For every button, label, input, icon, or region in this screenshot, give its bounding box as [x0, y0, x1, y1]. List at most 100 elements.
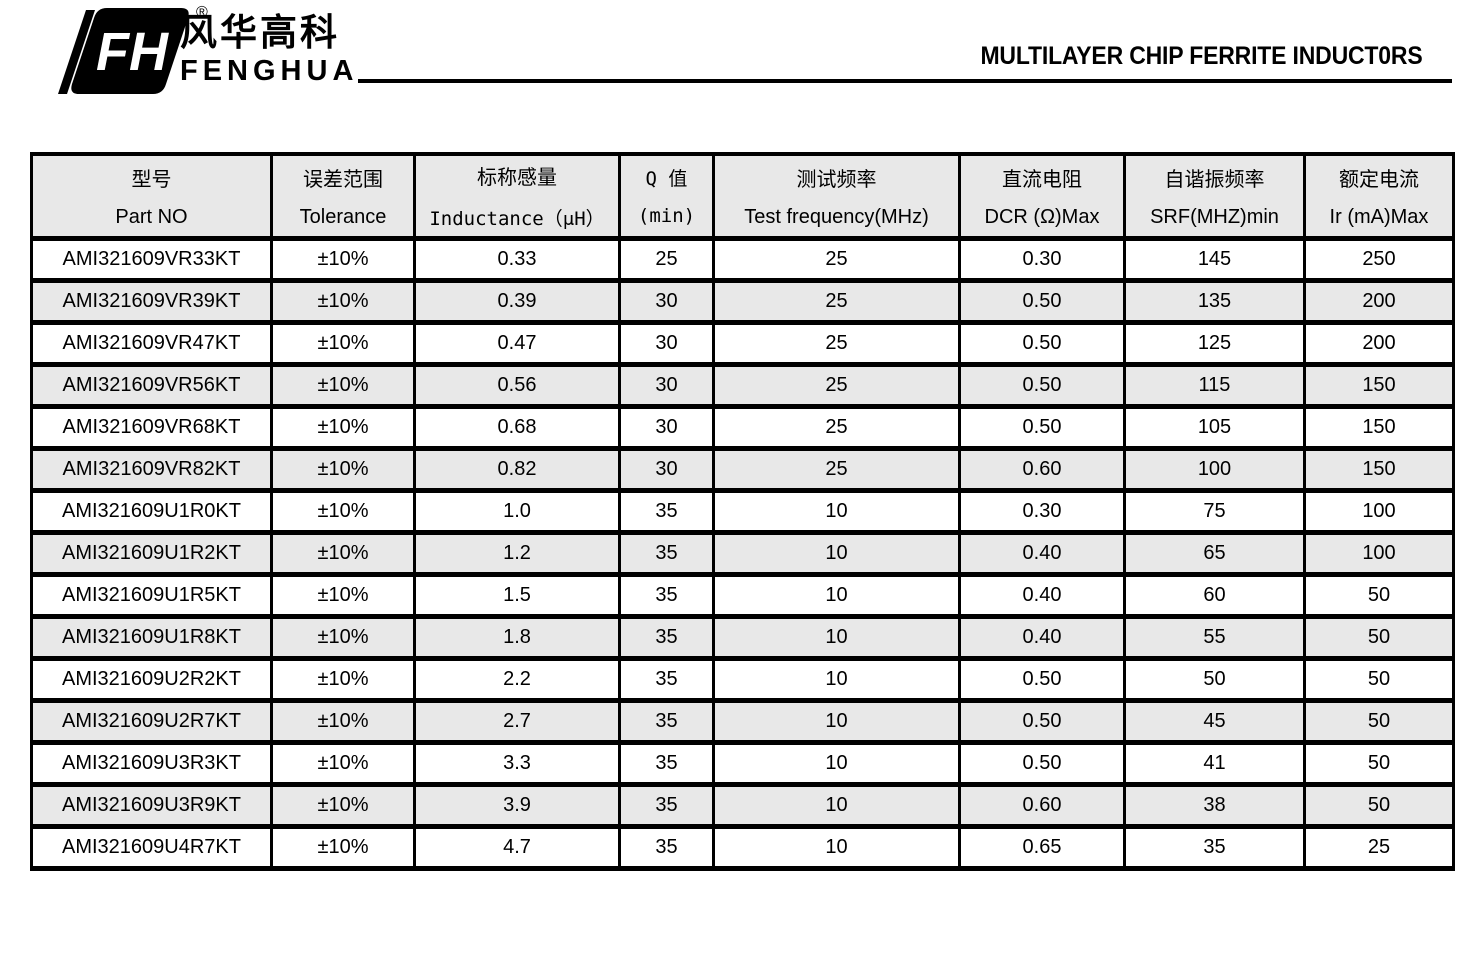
- cell-inductance: 1.5: [413, 571, 621, 619]
- cell-inductance: 0.39: [413, 277, 621, 325]
- cell-test_frequency: 25: [712, 361, 961, 409]
- col-header-q_value: Q 值 (min): [618, 152, 715, 241]
- cell-rated_current: 50: [1303, 613, 1455, 661]
- col-header-label-en: Test frequency(MHz): [744, 205, 929, 228]
- cell-srf: 100: [1123, 445, 1306, 493]
- cell-dcr: 0.50: [958, 697, 1126, 745]
- col-header-part_no: 型号 Part NO: [30, 152, 273, 241]
- cell-tolerance: ±10%: [270, 571, 416, 619]
- cell-q_value: 30: [618, 445, 715, 493]
- cell-inductance: 2.7: [413, 697, 621, 745]
- cell-q_value: 35: [618, 697, 715, 745]
- col-header-rated_current: 额定电流 Ir (mA)Max: [1303, 152, 1455, 241]
- cell-part_no: AMI321609U3R3KT: [30, 739, 273, 787]
- table-row: AMI321609U2R7KT ±10% 2.7 35 10 0.50 45 50: [30, 697, 1455, 745]
- col-header-label-en: Inductance（μH）: [429, 207, 605, 230]
- cell-rated_current: 100: [1303, 529, 1455, 577]
- cell-srf: 105: [1123, 403, 1306, 451]
- cell-part_no: AMI321609VR68KT: [30, 403, 273, 451]
- cell-inductance: 2.2: [413, 655, 621, 703]
- table-row: AMI321609U2R2KT ±10% 2.2 35 10 0.50 50 50: [30, 655, 1455, 703]
- cell-q_value: 35: [618, 781, 715, 829]
- col-header-inductance: 标称感量 Inductance（μH）: [413, 152, 621, 241]
- cell-srf: 145: [1123, 235, 1306, 283]
- inductor-spec-table: 型号 Part NO 误差范围 Tolerance 标称感量 Inductance（μH）…: [30, 152, 1455, 871]
- fenghua-logo-icon: FH: [58, 8, 189, 94]
- cell-dcr: 0.30: [958, 235, 1126, 283]
- cell-part_no: AMI321609U1R0KT: [30, 487, 273, 535]
- cell-tolerance: ±10%: [270, 319, 416, 367]
- cell-tolerance: ±10%: [270, 235, 416, 283]
- cell-tolerance: ±10%: [270, 445, 416, 493]
- cell-tolerance: ±10%: [270, 781, 416, 829]
- table-row: AMI321609U1R5KT ±10% 1.5 35 10 0.40 60 50: [30, 571, 1455, 619]
- cell-rated_current: 50: [1303, 571, 1455, 619]
- cell-part_no: AMI321609VR56KT: [30, 361, 273, 409]
- cell-rated_current: 150: [1303, 403, 1455, 451]
- col-header-label-en: (min): [637, 205, 696, 228]
- col-header-label-cn: 测试频率: [796, 168, 877, 191]
- cell-test_frequency: 25: [712, 403, 961, 451]
- cell-dcr: 0.40: [958, 571, 1126, 619]
- col-header-label-cn: 型号: [131, 168, 172, 191]
- cell-part_no: AMI321609U1R8KT: [30, 613, 273, 661]
- cell-srf: 50: [1123, 655, 1306, 703]
- cell-tolerance: ±10%: [270, 739, 416, 787]
- cell-part_no: AMI321609VR82KT: [30, 445, 273, 493]
- col-header-srf: 自谐振频率 SRF(MHZ)min: [1123, 152, 1306, 241]
- cell-test_frequency: 25: [712, 445, 961, 493]
- cell-q_value: 35: [618, 823, 715, 871]
- cell-srf: 115: [1123, 361, 1306, 409]
- col-header-label-en: DCR (Ω)Max: [984, 205, 1100, 228]
- cell-tolerance: ±10%: [270, 655, 416, 703]
- cell-tolerance: ±10%: [270, 697, 416, 745]
- cell-q_value: 30: [618, 319, 715, 367]
- cell-tolerance: ±10%: [270, 613, 416, 661]
- cell-inductance: 0.47: [413, 319, 621, 367]
- cell-dcr: 0.60: [958, 781, 1126, 829]
- cell-test_frequency: 10: [712, 655, 961, 703]
- cell-part_no: AMI321609U4R7KT: [30, 823, 273, 871]
- page-title: MULTILAYER CHIP FERRITE INDUCT0RS: [979, 42, 1422, 70]
- cell-rated_current: 50: [1303, 739, 1455, 787]
- col-header-label-cn: 误差范围: [303, 168, 383, 191]
- cell-dcr: 0.50: [958, 655, 1126, 703]
- cell-inductance: 0.82: [413, 445, 621, 493]
- cell-srf: 41: [1123, 739, 1306, 787]
- cell-inductance: 0.33: [413, 235, 621, 283]
- cell-q_value: 35: [618, 613, 715, 661]
- cell-tolerance: ±10%: [270, 529, 416, 577]
- cell-srf: 38: [1123, 781, 1306, 829]
- cell-part_no: AMI321609U2R2KT: [30, 655, 273, 703]
- col-header-label-cn: 自谐振频率: [1164, 168, 1265, 191]
- table-row: AMI321609VR33KT ±10% 0.33 25 25 0.30 145 250: [30, 235, 1455, 283]
- cell-inductance: 4.7: [413, 823, 621, 871]
- cell-dcr: 0.50: [958, 739, 1126, 787]
- cell-test_frequency: 25: [712, 319, 961, 367]
- table-row: AMI321609VR68KT ±10% 0.68 30 25 0.50 105 150: [30, 403, 1455, 451]
- col-header-tolerance: 误差范围 Tolerance: [270, 152, 416, 241]
- cell-tolerance: ±10%: [270, 403, 416, 451]
- cell-inductance: 0.56: [413, 361, 621, 409]
- cell-inductance: 1.2: [413, 529, 621, 577]
- cell-rated_current: 200: [1303, 319, 1455, 367]
- cell-dcr: 0.50: [958, 319, 1126, 367]
- col-header-label-en: SRF(MHZ)min: [1150, 205, 1279, 228]
- cell-srf: 60: [1123, 571, 1306, 619]
- col-header-dcr: 直流电阻 DCR (Ω)Max: [958, 152, 1126, 241]
- cell-test_frequency: 10: [712, 823, 961, 871]
- header-rule: [358, 79, 1452, 83]
- col-header-test_frequency: 测试频率 Test frequency(MHz): [712, 152, 961, 241]
- table-row: AMI321609VR39KT ±10% 0.39 30 25 0.50 135 200: [30, 277, 1455, 325]
- cell-part_no: AMI321609U3R9KT: [30, 781, 273, 829]
- cell-dcr: 0.50: [958, 277, 1126, 325]
- cell-test_frequency: 25: [712, 277, 961, 325]
- cell-dcr: 0.40: [958, 529, 1126, 577]
- cell-dcr: 0.30: [958, 487, 1126, 535]
- cell-part_no: AMI321609VR33KT: [30, 235, 273, 283]
- cell-test_frequency: 10: [712, 529, 961, 577]
- cell-test_frequency: 10: [712, 613, 961, 661]
- cell-tolerance: ±10%: [270, 487, 416, 535]
- cell-inductance: 1.0: [413, 487, 621, 535]
